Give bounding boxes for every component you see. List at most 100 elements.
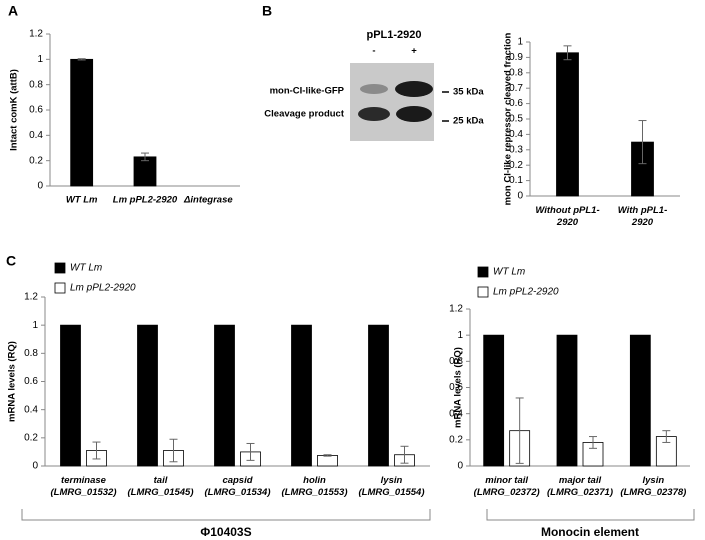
x-tick-label: Δintegrase: [183, 195, 233, 206]
bar: [214, 324, 235, 467]
bar: [137, 324, 158, 467]
error-bar: [169, 438, 178, 463]
blot: [350, 63, 449, 141]
y-tick-label: 0.2: [24, 432, 38, 443]
bracket: [486, 509, 695, 521]
band-label: mon-CI-like-GFP: [270, 86, 345, 97]
x-tick-label: With pPL1-2920: [618, 205, 668, 228]
bar: [629, 334, 651, 467]
error-bar: [141, 152, 149, 162]
legend-label: WT Lm: [70, 263, 102, 274]
blot-band: [395, 81, 433, 97]
x-tick-label: Lm pPL2-2920: [113, 195, 178, 206]
y-tick-label: 0.2: [449, 434, 463, 445]
error-bar: [92, 441, 101, 460]
blot-title: pPL1-2920: [366, 29, 421, 41]
y-tick-label: 0: [517, 191, 523, 202]
bar: [291, 324, 312, 467]
x-tick-label: lysin (LMRG_01554): [359, 475, 425, 498]
y-tick-label: 0.1: [509, 175, 523, 186]
legend-label: Lm pPL2-2920: [70, 283, 136, 294]
y-axis-title: mon CI-like repressor cleaved fraction: [503, 32, 514, 205]
panel-label: A: [8, 3, 18, 19]
y-tick-label: 1.2: [449, 304, 463, 315]
y-tick-label: 0: [37, 181, 43, 192]
y-tick-label: 0.6: [24, 376, 38, 387]
bar: [556, 52, 579, 197]
bar: [317, 455, 338, 467]
blot-membrane: [350, 63, 434, 141]
y-tick-label: 0.4: [509, 129, 523, 140]
y-tick-label: 1: [517, 37, 523, 48]
y-tick-label: 1: [32, 320, 38, 331]
bar: [133, 156, 157, 187]
marker-label: 25 kDa: [453, 116, 484, 127]
error-bar: [400, 445, 409, 464]
bar: [368, 324, 389, 467]
lane-label: -: [372, 46, 375, 57]
x-tick-label: WT Lm: [66, 195, 98, 206]
bar: [556, 334, 578, 467]
bracket: [21, 509, 431, 521]
y-tick-label: 1.2: [29, 29, 43, 40]
y-axis-title: mRNA levels (RQ): [453, 347, 464, 428]
y-tick-label: 0.6: [509, 98, 523, 109]
y-tick-label: 1: [37, 54, 43, 65]
y-tick-label: 0.4: [449, 408, 463, 419]
y-tick-label: 0.5: [509, 114, 523, 125]
lane-label: +: [411, 46, 417, 57]
error-bar: [246, 442, 255, 461]
y-tick-label: 0: [32, 461, 38, 472]
y-tick-label: 0.8: [29, 79, 43, 90]
legend-label: WT Lm: [493, 267, 525, 278]
error-bar: [662, 430, 671, 443]
blot-band: [396, 106, 432, 122]
y-tick-label: 0: [457, 461, 463, 472]
y-tick-label: 0.9: [509, 52, 523, 63]
x-tick-label: major tail (LMRG_02371): [547, 475, 613, 498]
band-label: Cleavage product: [264, 109, 345, 120]
y-axis-title: Intact comK (attB): [9, 69, 20, 151]
y-tick-label: 0.4: [29, 130, 43, 141]
x-tick-label: lysin (LMRG_02378): [620, 475, 686, 498]
x-tick-label: Without pPL1-2920: [535, 205, 599, 228]
error-bar: [323, 454, 332, 457]
y-tick-label: 1: [457, 330, 463, 341]
legend-swatch: [477, 266, 489, 278]
legend-swatch: [477, 286, 489, 298]
blot-band: [358, 107, 390, 121]
y-tick-label: 0.6: [449, 382, 463, 393]
x-tick-label: tail (LMRG_01545): [128, 475, 194, 498]
y-axis-title: mRNA levels (RQ): [7, 341, 18, 422]
y-tick-label: 0.3: [509, 144, 523, 155]
y-tick-label: 0.8: [24, 348, 38, 359]
y-tick-label: 1.2: [24, 292, 38, 303]
y-tick-label: 0.2: [509, 160, 523, 171]
x-tick-label: terminase (LMRG_01532): [51, 475, 117, 498]
legend-swatch: [54, 282, 66, 294]
error-bar: [515, 397, 524, 464]
y-tick-label: 0.2: [29, 155, 43, 166]
error-bar: [77, 58, 86, 61]
panel-label: B: [262, 3, 272, 19]
error-bar: [563, 45, 572, 61]
y-tick-label: 0.8: [509, 67, 523, 78]
legend-swatch: [54, 262, 66, 274]
legend-label: Lm pPL2-2920: [493, 287, 559, 298]
x-tick-label: capsid (LMRG_01534): [205, 475, 271, 498]
bar: [60, 324, 81, 467]
y-tick-label: 0.8: [449, 356, 463, 367]
marker-label: 35 kDa: [453, 87, 484, 98]
error-bar: [638, 120, 647, 165]
y-tick-label: 0.4: [24, 404, 38, 415]
error-bar: [589, 436, 597, 449]
bracket-label: Monocin element: [541, 525, 639, 539]
x-tick-label: holin (LMRG_01553): [282, 475, 348, 498]
y-tick-label: 0.6: [29, 105, 43, 116]
x-tick-label: minor tail (LMRG_02372): [474, 475, 540, 498]
panel-label: C: [6, 253, 16, 269]
y-tick-label: 0.7: [509, 83, 523, 94]
bar: [483, 334, 505, 467]
blot-band: [360, 84, 388, 94]
